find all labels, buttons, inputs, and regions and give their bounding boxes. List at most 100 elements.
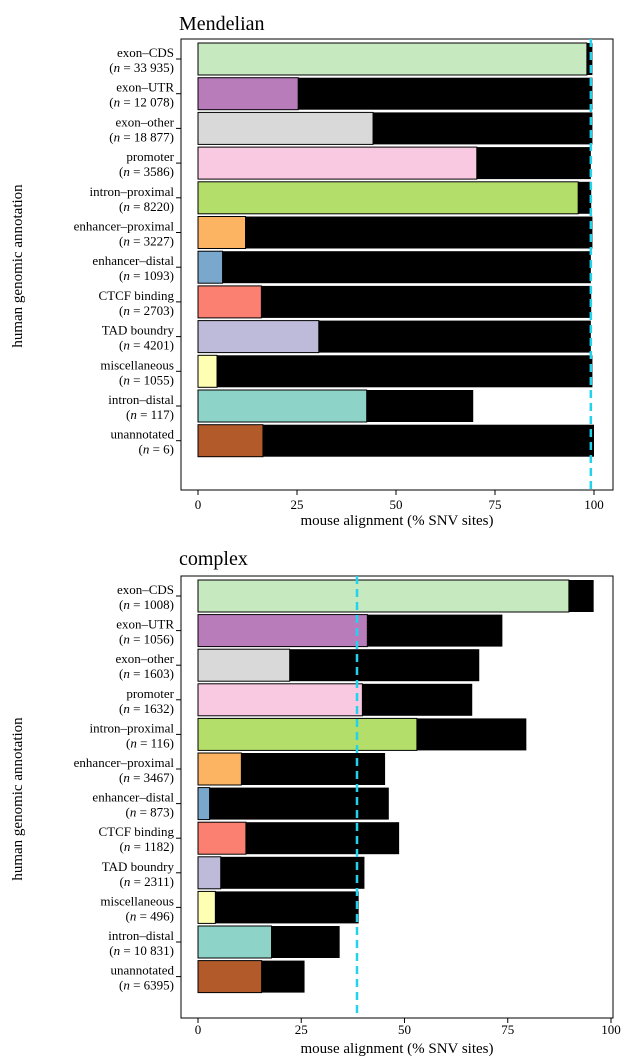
category-count-label: (n = 1182) [119, 839, 174, 854]
category-label: exon–CDS [117, 582, 174, 597]
x-tick-label: 75 [489, 497, 502, 512]
panel-title: complex [179, 548, 248, 570]
category-count-label: (n = 12 078) [109, 95, 174, 110]
x-tick-label: 100 [584, 497, 604, 512]
bar-value [197, 579, 570, 613]
bar-value [197, 890, 216, 924]
category-count-label: (n = 3467) [119, 770, 174, 785]
category-label: promoter [126, 686, 174, 701]
category-count-label: (n = 2703) [119, 303, 174, 318]
x-tick-label: 0 [195, 1022, 202, 1037]
category-label: enhancer–distal [92, 790, 174, 805]
category-count-label: (n = 18 877) [109, 129, 174, 144]
y-axis-label: human genomic annotation [10, 717, 26, 881]
category-label: exon–UTR [116, 80, 174, 95]
category-label: exon–other [116, 651, 175, 666]
bar-value [197, 614, 368, 648]
x-tick-label: 75 [501, 1022, 514, 1037]
panel-mendelian: Mendelian human genomic annotation mouse… [10, 13, 614, 529]
bar-value [197, 683, 363, 717]
category-label: promoter [126, 149, 174, 164]
bar-total [198, 251, 591, 284]
category-label: exon–UTR [116, 617, 174, 632]
bar-total [198, 787, 389, 820]
bar-value [197, 111, 374, 145]
plot-frame [180, 38, 614, 491]
y-axis-label: human genomic annotation [10, 184, 26, 348]
category-label: exon–other [116, 114, 175, 129]
bar-value [197, 752, 242, 786]
category-count-label: (n = 6395) [119, 978, 174, 993]
x-tick-label: 25 [291, 497, 304, 512]
x-tick-label: 100 [601, 1022, 621, 1037]
bar-value [197, 181, 579, 215]
bar-value [197, 77, 299, 111]
bar-value [197, 787, 211, 821]
category-count-label: (n = 8220) [119, 199, 174, 214]
bar-value [197, 717, 418, 751]
bar-total [198, 285, 592, 318]
category-count-label: (n = 1008) [119, 597, 174, 612]
category-label: enhancer–proximal [74, 755, 175, 770]
category-count-label: (n = 33 935) [109, 60, 174, 75]
bar-value [197, 320, 320, 354]
category-label: unannotated [110, 427, 174, 442]
category-count-label: (n = 10 831) [109, 943, 174, 958]
bar-value [197, 925, 273, 959]
category-label: intron–distal [108, 392, 174, 407]
panel-complex: complex human genomic annotation mouse a… [10, 548, 621, 1057]
bar-value [197, 424, 264, 458]
bar-value [197, 821, 247, 855]
x-tick-label: 50 [390, 497, 403, 512]
category-count-label: (n = 1632) [119, 701, 174, 716]
bar-value [197, 856, 222, 890]
x-tick-label: 25 [295, 1022, 308, 1037]
bar-value [197, 354, 218, 388]
bar-value [197, 389, 368, 423]
category-label: intron–proximal [90, 184, 175, 199]
category-label: TAD boundry [102, 323, 175, 338]
bar-value [197, 648, 291, 682]
category-label: enhancer–distal [92, 253, 174, 268]
category-label: miscellaneous [100, 893, 174, 908]
category-label: CTCF binding [99, 824, 175, 839]
plot-frame [180, 575, 614, 1019]
bar-value [197, 216, 247, 249]
bar-value [197, 285, 262, 319]
category-count-label: (n = 1056) [119, 632, 174, 647]
x-tick-label: 0 [195, 497, 202, 512]
category-label: TAD boundry [102, 859, 175, 874]
category-count-label: (n = 117) [126, 407, 174, 422]
bar-value [197, 146, 478, 180]
category-count-label: (n = 1055) [119, 372, 174, 387]
category-label: intron–distal [108, 928, 174, 943]
category-label: unannotated [110, 963, 174, 978]
bar-value [197, 250, 224, 284]
bar-total [198, 355, 593, 388]
x-tick-label: 50 [398, 1022, 411, 1037]
category-count-label: (n = 3227) [119, 234, 174, 249]
bar-value [197, 960, 263, 994]
category-label: intron–proximal [90, 720, 175, 735]
category-count-label: (n = 2311) [119, 874, 174, 889]
category-count-label: (n = 496) [125, 908, 174, 923]
category-count-label: (n = 4201) [119, 338, 174, 353]
x-axis-label: mouse alignment (% SNV sites) [300, 513, 493, 529]
category-label: CTCF binding [99, 288, 175, 303]
category-label: exon–CDS [117, 45, 174, 60]
category-count-label: (n = 6) [138, 442, 174, 457]
panel-title: Mendelian [179, 13, 265, 35]
category-count-label: (n = 116) [126, 735, 174, 750]
x-axis-label: mouse alignment (% SNV sites) [300, 1041, 493, 1057]
category-label: enhancer–proximal [74, 219, 175, 234]
bar-total [198, 424, 594, 457]
category-count-label: (n = 1603) [119, 666, 174, 681]
category-count-label: (n = 3586) [119, 164, 174, 179]
category-label: miscellaneous [100, 357, 174, 372]
bar-value [197, 42, 588, 76]
bar-total [198, 856, 365, 889]
category-count-label: (n = 873) [125, 805, 174, 820]
bar-total [198, 216, 593, 249]
category-count-label: (n = 1093) [119, 268, 174, 283]
